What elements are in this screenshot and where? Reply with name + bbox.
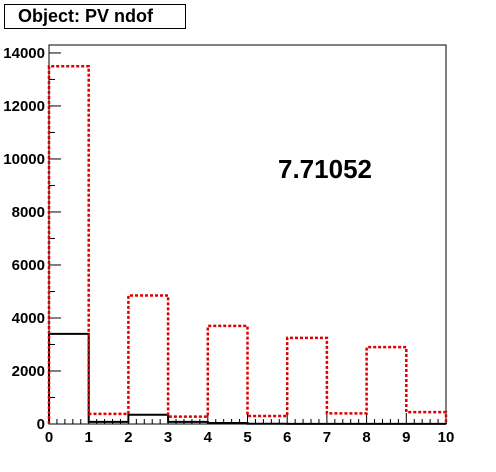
x-tick-label: 9 <box>402 429 410 446</box>
red-bin-1 <box>89 414 129 424</box>
red-dashed-histogram <box>47 64 448 424</box>
red-bin-8 <box>367 347 407 424</box>
x-tick-label: 4 <box>204 429 213 446</box>
annotation-value: 7.71052 <box>278 154 372 184</box>
x-tick-label: 0 <box>45 429 53 446</box>
red-bin-5 <box>248 416 288 424</box>
y-tick-label: 4000 <box>12 310 45 327</box>
red-bin-3 <box>168 417 208 424</box>
y-tick-label: 14000 <box>3 45 45 62</box>
x-tick-label: 5 <box>243 429 251 446</box>
chart-title: Object: PV ndof <box>4 4 186 29</box>
x-tick-label: 8 <box>362 429 370 446</box>
x-tick-label: 2 <box>124 429 132 446</box>
y-tick-label: 2000 <box>12 363 45 380</box>
y-tick-label: 8000 <box>12 204 45 221</box>
x-tick-label: 6 <box>283 429 291 446</box>
y-tick-label: 6000 <box>12 257 45 274</box>
y-tick-label: 0 <box>37 416 45 433</box>
y-tick-label: 10000 <box>3 151 45 168</box>
x-tick-label: 7 <box>323 429 331 446</box>
red-bin-2 <box>128 295 168 424</box>
red-bin-7 <box>327 413 367 424</box>
x-tick-label: 10 <box>438 429 455 446</box>
y-tick-label: 12000 <box>3 98 45 115</box>
red-bin-9 <box>406 412 446 424</box>
black-solid-histogram <box>48 332 447 425</box>
x-tick-label: 1 <box>85 429 93 446</box>
red-bin-6 <box>287 338 327 424</box>
x-tick-label: 3 <box>164 429 172 446</box>
red-bin-4 <box>208 326 248 424</box>
red-bin-0 <box>49 66 89 424</box>
